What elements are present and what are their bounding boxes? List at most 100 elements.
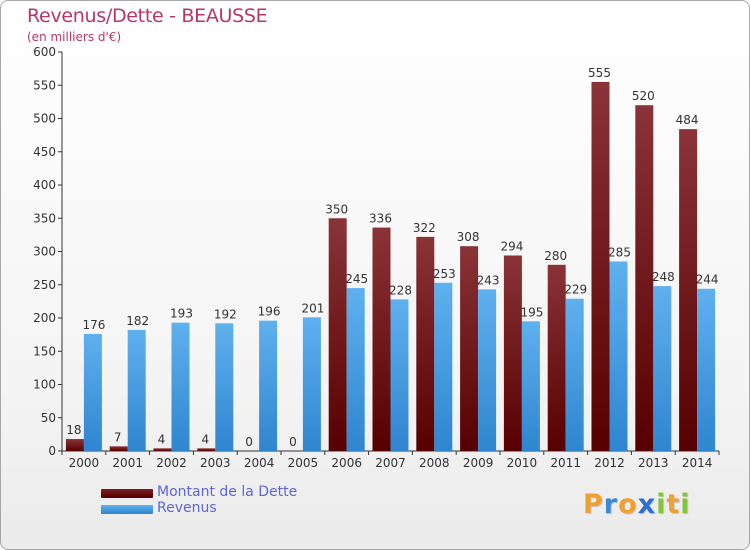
legend-label-debt: Montant de la Dette <box>157 484 298 500</box>
debt-bar <box>591 81 610 452</box>
legend-label-revenue: Revenus <box>157 500 217 516</box>
debt-bar <box>635 105 654 451</box>
x-tick-label: 2004 <box>244 456 275 470</box>
revenue-value-label: 285 <box>608 245 631 259</box>
bars <box>65 81 716 452</box>
y-tick-label: 300 <box>33 245 56 259</box>
revenue-bar <box>521 321 540 451</box>
debt-value-label: 336 <box>369 212 392 226</box>
x-tick-label: 2010 <box>507 456 538 470</box>
x-tick-label: 2003 <box>200 456 231 470</box>
debt-value-label: 4 <box>201 432 209 446</box>
logo-letter: P <box>583 489 604 520</box>
debt-value-label: 555 <box>588 66 611 80</box>
x-tick-label: 2002 <box>156 456 187 470</box>
debt-value-label: 484 <box>676 113 699 127</box>
revenue-value-label: 243 <box>477 273 500 287</box>
y-tick-label: 500 <box>33 112 56 126</box>
y-tick-label: 150 <box>33 344 56 358</box>
logo-letter: t <box>666 489 681 520</box>
revenue-value-label: 229 <box>564 283 587 297</box>
y-tick-label: 600 <box>33 45 56 59</box>
debt-bar <box>416 236 435 451</box>
logo-letter: o <box>618 489 638 520</box>
revenue-value-label: 245 <box>345 272 368 286</box>
debt-value-label: 520 <box>632 89 655 103</box>
x-tick-label: 2014 <box>682 456 713 470</box>
debt-value-label: 0 <box>245 435 253 449</box>
revenue-bar <box>259 320 278 451</box>
debt-bar <box>503 255 522 451</box>
revenue-bar <box>697 288 716 451</box>
debt-value-label: 0 <box>289 435 297 449</box>
x-tick-label: 2006 <box>331 456 362 470</box>
y-tick-label: 350 <box>33 211 56 225</box>
logo-letter: i <box>680 489 691 520</box>
revenue-value-label: 192 <box>214 307 237 321</box>
chart-subtitle: (en milliers d'€) <box>27 30 122 44</box>
proxiti-logo: Proxiti <box>583 489 691 520</box>
y-tick-label: 400 <box>33 178 56 192</box>
x-tick-label: 2011 <box>550 456 581 470</box>
revenue-bar <box>302 317 321 451</box>
revenue-value-label: 228 <box>389 283 412 297</box>
revenue-value-label: 176 <box>82 318 105 332</box>
debt-bar <box>679 129 698 451</box>
y-tick-label: 0 <box>48 444 56 458</box>
legend-swatch-revenue <box>101 505 153 514</box>
legend-swatch-debt <box>101 489 153 498</box>
y-tick-label: 550 <box>33 78 56 92</box>
debt-bar <box>153 448 172 451</box>
x-tick-label: 2008 <box>419 456 450 470</box>
debt-bar <box>65 439 84 451</box>
debt-bar <box>460 246 479 451</box>
revenue-bar <box>565 298 584 451</box>
chart-title: Revenus/Dette - BEAUSSE <box>27 5 268 27</box>
revenue-value-label: 201 <box>301 301 324 315</box>
debt-value-label: 350 <box>325 202 348 216</box>
x-tick-label: 2012 <box>594 456 625 470</box>
y-tick-label: 200 <box>33 311 56 325</box>
debt-bar <box>109 446 128 451</box>
debt-bar <box>372 227 391 451</box>
y-tick-label: 250 <box>33 278 56 292</box>
revenue-value-label: 196 <box>258 305 281 319</box>
revenue-value-label: 182 <box>126 314 149 328</box>
revenue-value-label: 244 <box>696 273 719 287</box>
y-tick-label: 50 <box>41 411 56 425</box>
revenue-value-label: 193 <box>170 307 193 321</box>
revenue-bar <box>215 323 234 451</box>
revenue-bar <box>609 261 628 451</box>
logo-letter: x <box>637 489 657 520</box>
y-tick-label: 450 <box>33 145 56 159</box>
debt-bar <box>547 264 566 451</box>
revenue-bar <box>653 286 672 451</box>
x-tick-label: 2013 <box>638 456 669 470</box>
y-tick-label: 100 <box>33 378 56 392</box>
debt-value-label: 4 <box>158 432 166 446</box>
debt-value-label: 294 <box>500 239 523 253</box>
data-labels: 18 176 7 182 4 193 4 192 0 196 0 201 350 245 336 228 322… <box>66 66 718 449</box>
x-tick-label: 2000 <box>69 456 100 470</box>
revenue-bar <box>434 282 453 451</box>
debt-value-label: 280 <box>544 249 567 263</box>
revenue-bar <box>390 299 409 451</box>
revenue-value-label: 253 <box>433 267 456 281</box>
revenue-bar <box>346 288 365 451</box>
revenue-value-label: 248 <box>652 270 675 284</box>
x-tick-label: 2007 <box>375 456 406 470</box>
revenue-bar <box>171 322 190 451</box>
x-tick-label: 2001 <box>112 456 143 470</box>
logo-letter: r <box>603 489 619 520</box>
debt-bar <box>197 448 216 451</box>
revenue-bar <box>83 333 102 451</box>
logo-letter: i <box>656 489 667 520</box>
x-tick-label: 2005 <box>288 456 319 470</box>
debt-value-label: 18 <box>66 423 81 437</box>
revenue-bar <box>478 289 497 451</box>
revenue-value-label: 195 <box>520 305 543 319</box>
debt-value-label: 322 <box>413 221 436 235</box>
debt-bar <box>328 218 347 451</box>
revenue-bar <box>127 329 146 451</box>
